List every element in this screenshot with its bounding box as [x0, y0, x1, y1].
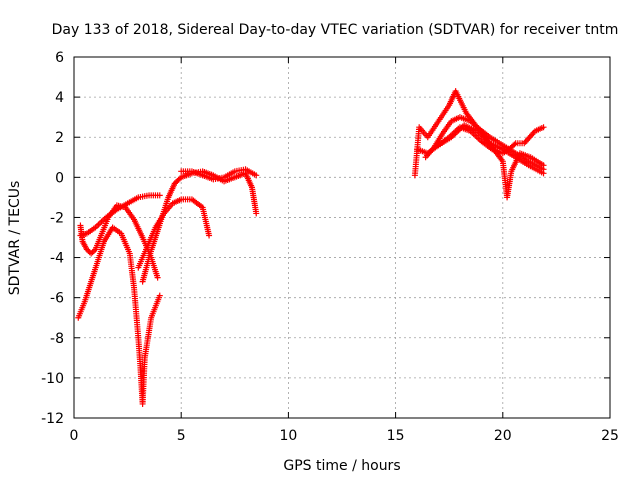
y-tick-label: 4 [55, 90, 64, 106]
y-tick-label: -4 [50, 251, 64, 267]
series-track-i [422, 114, 547, 201]
y-tick-label: 2 [55, 130, 64, 146]
data-point [540, 162, 547, 169]
data-point-interp [176, 175, 183, 182]
axis-ticks: 0 5 10 15 20 25 -12 -10 -8 -6 -4 -2 0 2 4 6 [41, 50, 619, 444]
x-axis-label: GPS time / hours [283, 458, 400, 474]
data-point [156, 292, 163, 299]
data-point [253, 172, 260, 179]
y-tick-label: 6 [55, 50, 64, 66]
y-tick-label: -6 [50, 291, 64, 307]
series-track-b [77, 202, 161, 281]
data-point [156, 192, 163, 199]
series-track-d [135, 196, 213, 271]
y-tick-label: -12 [41, 411, 64, 427]
data-point [540, 170, 547, 177]
series-track-j [435, 122, 547, 177]
data-point [540, 124, 547, 131]
series-track-c [75, 224, 163, 407]
x-tick-label: 0 [70, 428, 79, 444]
data-point-interp [511, 141, 518, 148]
series-track-f [178, 166, 260, 183]
x-tick-label: 20 [494, 428, 512, 444]
y-tick-label: 0 [55, 170, 64, 186]
x-tick-label: 10 [279, 428, 297, 444]
chart-title: Day 133 of 2018, Sidereal Day-to-day VTE… [52, 22, 619, 38]
y-tick-label: -2 [50, 210, 64, 226]
data-point [253, 210, 260, 217]
data-point [154, 274, 161, 281]
y-tick-label: -8 [50, 331, 64, 347]
x-tick-label: 15 [387, 428, 405, 444]
y-axis-label: SDTVAR / TECUs [7, 181, 23, 296]
plot-frame [73, 56, 611, 419]
x-tick-label: 5 [177, 428, 186, 444]
data-point [206, 232, 213, 239]
grid [74, 57, 610, 418]
data-points [75, 88, 547, 407]
y-tick-label: -10 [41, 371, 64, 387]
x-tick-label: 25 [601, 428, 619, 444]
